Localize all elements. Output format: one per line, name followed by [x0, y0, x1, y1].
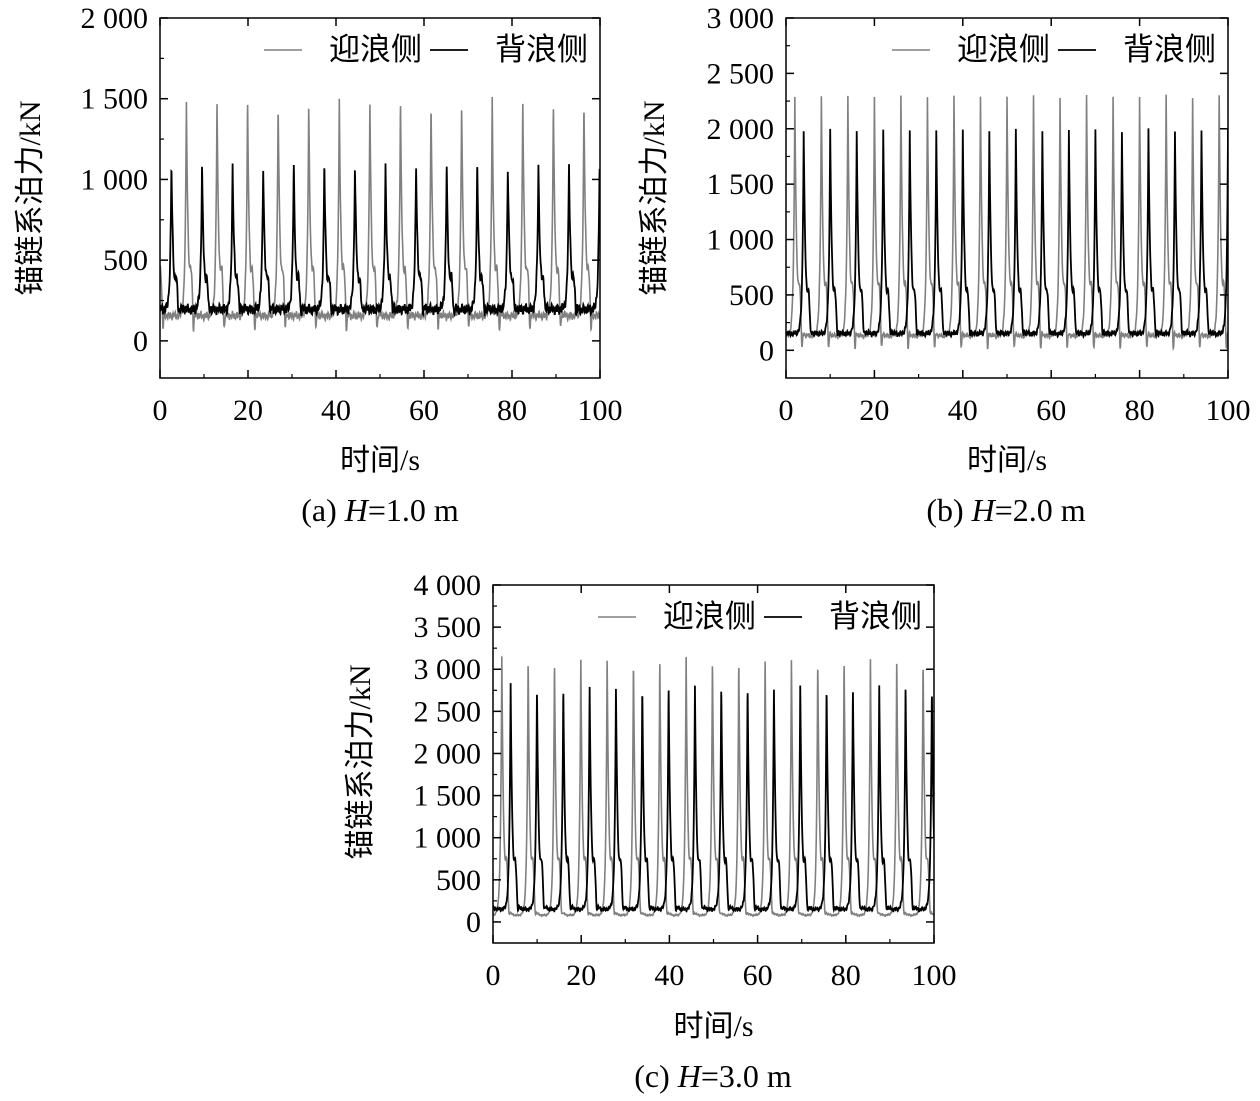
y-tick-label: 0	[759, 334, 774, 367]
panel-caption: (b) H=2.0 m	[926, 492, 1085, 528]
panel-caption: (c) H=3.0 m	[634, 1058, 792, 1094]
x-tick-label: 60	[409, 394, 439, 427]
series-line-downwind	[786, 128, 1228, 340]
y-tick-label: 0	[133, 325, 148, 358]
x-tick-label: 40	[321, 394, 351, 427]
y-tick-label: 2 000	[707, 113, 775, 146]
caption-prefix: (b)	[926, 492, 971, 528]
y-tick-label: 2 500	[707, 57, 775, 90]
y-tick-label: 1 000	[414, 822, 482, 855]
y-tick-label: 1 000	[81, 163, 149, 196]
x-tick-label: 100	[1206, 394, 1251, 427]
y-tick-label: 2 000	[414, 737, 482, 770]
legend-label-upwind: 迎浪侧	[957, 32, 1050, 67]
legend: 背浪侧 迎浪侧	[264, 32, 588, 67]
x-tick-label: 80	[497, 394, 527, 427]
x-tick-label: 20	[566, 959, 596, 992]
y-tick-label: 1 500	[81, 83, 149, 116]
x-tick-label: 20	[233, 394, 263, 427]
x-axis-label: 时间/s	[340, 444, 420, 477]
chart-panel-c: 0 500 1 000 1 500 2 000 2 500 3 000 3 500 4 000 0…	[344, 569, 957, 1094]
legend: 背浪侧 迎浪侧	[892, 32, 1216, 67]
caption-suffix: =2.0 m	[995, 492, 1086, 528]
legend-label-upwind: 迎浪侧	[663, 599, 756, 634]
y-tick-label: 500	[729, 279, 774, 312]
x-tick-label: 60	[1036, 394, 1066, 427]
y-tick-label: 1 500	[707, 168, 775, 201]
legend-label-downwind: 背浪侧	[829, 599, 922, 634]
caption-prefix: (c)	[634, 1058, 678, 1094]
y-tick-label: 3 000	[707, 2, 775, 35]
series-line-upwind	[160, 97, 600, 333]
caption-variable: H	[677, 1058, 703, 1094]
x-tick-label: 80	[1125, 394, 1155, 427]
x-tick-label: 0	[153, 394, 168, 427]
series-line-upwind	[493, 656, 934, 918]
x-tick-label: 80	[831, 959, 861, 992]
y-tick-label: 4 000	[414, 569, 482, 602]
y-tick-label: 500	[103, 244, 148, 277]
y-axis-label: 锚链系泊力/kN	[14, 101, 47, 296]
legend-label-upwind: 迎浪侧	[329, 32, 422, 67]
x-tick-label: 40	[654, 959, 684, 992]
x-tick-label: 20	[859, 394, 889, 427]
series-line-upwind	[786, 94, 1228, 352]
x-tick-label: 100	[578, 394, 623, 427]
y-tick-label: 2 000	[81, 2, 149, 35]
caption-suffix: =1.0 m	[368, 492, 459, 528]
x-tick-label: 0	[779, 394, 794, 427]
y-tick-label: 500	[436, 864, 481, 897]
y-tick-label: 0	[466, 906, 481, 939]
y-axis-label: 锚链系泊力/kN	[638, 101, 671, 296]
series-line-downwind	[160, 163, 600, 318]
y-tick-label: 3 500	[414, 611, 482, 644]
y-tick-label: 2 500	[414, 695, 482, 728]
x-tick-label: 0	[486, 959, 501, 992]
caption-variable: H	[971, 492, 997, 528]
plot-frame	[159, 17, 601, 379]
panel-caption: (a) H=1.0 m	[301, 492, 459, 528]
chart-panel-b: 0 500 1 000 1 500 2 000 2 500 3 000 0 20 40 60 80 10…	[638, 2, 1251, 528]
series-line-downwind	[493, 683, 934, 914]
x-axis-label: 时间/s	[673, 1010, 753, 1043]
y-tick-label: 3 000	[414, 653, 482, 686]
legend-label-downwind: 背浪侧	[1123, 32, 1216, 67]
caption-variable: H	[344, 492, 370, 528]
y-tick-label: 1 000	[707, 224, 775, 257]
legend-label-downwind: 背浪侧	[495, 32, 588, 67]
x-tick-label: 60	[743, 959, 773, 992]
x-tick-label: 40	[948, 394, 978, 427]
legend: 背浪侧 迎浪侧	[598, 599, 922, 634]
y-axis-label: 锚链系泊力/kN	[344, 665, 377, 860]
x-axis-label: 时间/s	[967, 444, 1047, 477]
chart-panel-a: 0 500 1 000 1 500 2 000 0 20 40 60 80 100 时间/s 锚链系泊力…	[14, 2, 623, 528]
caption-suffix: =3.0 m	[701, 1058, 792, 1094]
y-tick-label: 1 500	[414, 780, 482, 813]
x-tick-label: 100	[912, 959, 957, 992]
caption-prefix: (a)	[301, 492, 345, 528]
